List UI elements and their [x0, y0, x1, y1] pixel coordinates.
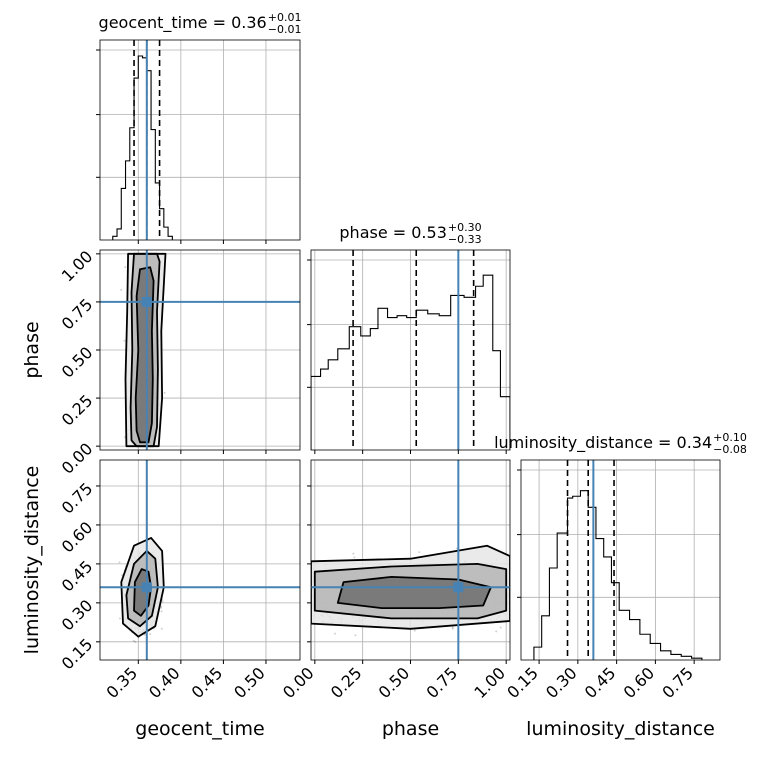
panel-phase-vs-luminosity_distance [307, 459, 511, 664]
contour-fill-68% [135, 267, 154, 443]
y-tick-label: 1.00 [58, 247, 97, 286]
truth-marker [141, 296, 152, 307]
x-tick-label: 0.30 [542, 663, 581, 702]
x-tick-label: 0.50 [375, 663, 414, 702]
sample-point [118, 617, 121, 620]
x-tick-label: 0.45 [581, 663, 620, 702]
title-plus: +0.01 [268, 11, 302, 24]
y-tick-label: 0.75 [58, 479, 97, 518]
x-tick-label: 0.40 [145, 663, 184, 702]
y-axis-label-phase: phase [21, 321, 43, 378]
sample-point [160, 627, 163, 630]
y-tick-label: 0.30 [58, 596, 97, 635]
title-value: luminosity_distance = 0.34 [494, 433, 712, 453]
sample-point [143, 633, 146, 636]
truth-marker [141, 582, 152, 593]
sample-point [160, 606, 163, 609]
x-tick-label: 0.50 [230, 663, 269, 702]
panel-frame [99, 39, 301, 241]
sample-point [160, 610, 163, 613]
y-tick-label: 0.00 [58, 439, 97, 478]
sample-point [120, 288, 123, 291]
title-plus: +0.10 [713, 431, 747, 444]
contour-line-68% [134, 266, 155, 444]
sample-point [161, 600, 164, 603]
sample-point [451, 627, 454, 630]
grid-lines [311, 250, 510, 450]
contour-line-68% [133, 568, 153, 617]
contour-line-95% [313, 563, 508, 620]
sample-point [163, 391, 166, 394]
panel-geocent_time-vs-luminosity_distance [96, 459, 301, 664]
title-value: geocent_time = 0.36 [99, 13, 267, 33]
x-tick-label: 0.00 [279, 663, 318, 702]
sample-point [413, 629, 416, 632]
x-tick-label: 0.75 [423, 663, 462, 702]
sample-point [149, 632, 152, 635]
sample-point [134, 640, 137, 643]
panel-title-phase: phase = 0.53 +0.30−0.33 [339, 221, 481, 246]
sample-point [123, 339, 126, 342]
x-tick-label: 1.00 [470, 663, 509, 702]
sample-point [132, 639, 135, 642]
contour-line-99% [311, 544, 510, 630]
x-axis-label-luminosity_distance: luminosity_distance [526, 718, 715, 740]
title-value: phase = 0.53 [339, 223, 446, 242]
title-minus: −0.08 [713, 443, 747, 456]
y-tick-label: 0.25 [58, 391, 97, 430]
sample-point [354, 634, 357, 637]
y-tick-label: 0.75 [58, 295, 97, 334]
density-layer [120, 252, 167, 448]
x-axis-label-geocent_time: geocent_time [135, 718, 264, 740]
y-tick-label: 0.15 [58, 635, 97, 674]
histogram-geocent_time [112, 55, 173, 240]
y-axis-label-luminosity_distance: luminosity_distance [21, 466, 43, 655]
panel-title-geocent_time: geocent_time = 0.36 +0.01−0.01 [99, 11, 302, 36]
sample-point [353, 556, 356, 559]
sample-point [121, 574, 124, 577]
sample-point [124, 266, 127, 269]
x-tick-label: 0.25 [327, 663, 366, 702]
sample-point [451, 626, 454, 629]
truth-marker [453, 582, 464, 593]
x-tick-label: 0.45 [188, 663, 227, 702]
contour-fill-68% [337, 576, 491, 609]
panel-phase-hist [307, 249, 511, 454]
x-tick-label: 0.75 [658, 663, 697, 702]
contour-line-99% [120, 537, 165, 638]
x-tick-label: 0.60 [620, 663, 659, 702]
y-tick-label: 0.50 [58, 343, 97, 382]
sample-point [352, 552, 355, 555]
panel-frame [520, 459, 721, 661]
sample-point [333, 632, 336, 635]
histogram-luminosity_distance [533, 490, 703, 660]
x-axis-label-phase: phase [382, 718, 439, 740]
contour-line-99% [124, 252, 167, 448]
sample-point [418, 551, 421, 554]
x-tick-label: 0.15 [503, 663, 542, 702]
panel-title-luminosity_distance: luminosity_distance = 0.34 +0.10−0.08 [494, 431, 747, 456]
y-tick-label: 0.60 [58, 518, 97, 557]
title-minus: −0.33 [448, 233, 482, 246]
sample-point [495, 630, 498, 633]
x-tick-label: 0.35 [103, 663, 142, 702]
title-plus: +0.30 [448, 221, 482, 234]
sample-point [118, 561, 121, 564]
panel-luminosity_distance-hist [517, 459, 721, 664]
panel-geocent_time-vs-phase [96, 249, 301, 454]
panel-geocent_time-hist [96, 39, 301, 244]
title-minus: −0.01 [268, 23, 302, 36]
panel-frame [99, 459, 301, 661]
grid-lines [521, 460, 720, 660]
sample-point [499, 626, 502, 629]
y-tick-label: 0.45 [58, 557, 97, 596]
contour-line-95% [125, 550, 159, 628]
density-layer [118, 537, 165, 643]
histogram-phase [311, 274, 510, 450]
density-layer [311, 544, 510, 637]
